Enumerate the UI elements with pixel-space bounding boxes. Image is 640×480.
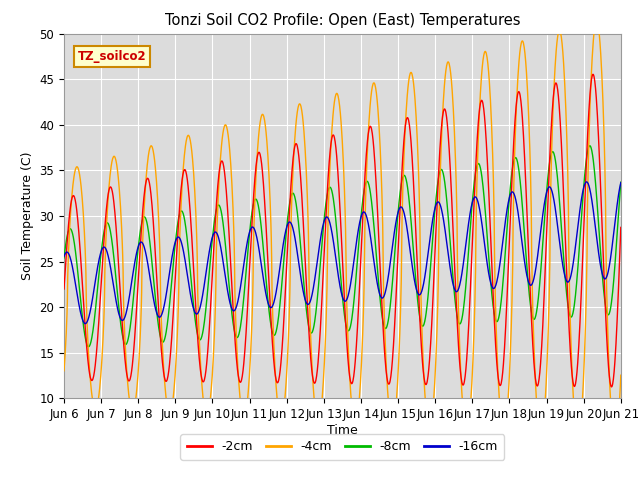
X-axis label: Time: Time (327, 424, 358, 437)
Text: TZ_soilco2: TZ_soilco2 (78, 50, 147, 63)
Legend: -2cm, -4cm, -8cm, -16cm: -2cm, -4cm, -8cm, -16cm (180, 434, 504, 460)
Y-axis label: Soil Temperature (C): Soil Temperature (C) (21, 152, 34, 280)
Title: Tonzi Soil CO2 Profile: Open (East) Temperatures: Tonzi Soil CO2 Profile: Open (East) Temp… (164, 13, 520, 28)
